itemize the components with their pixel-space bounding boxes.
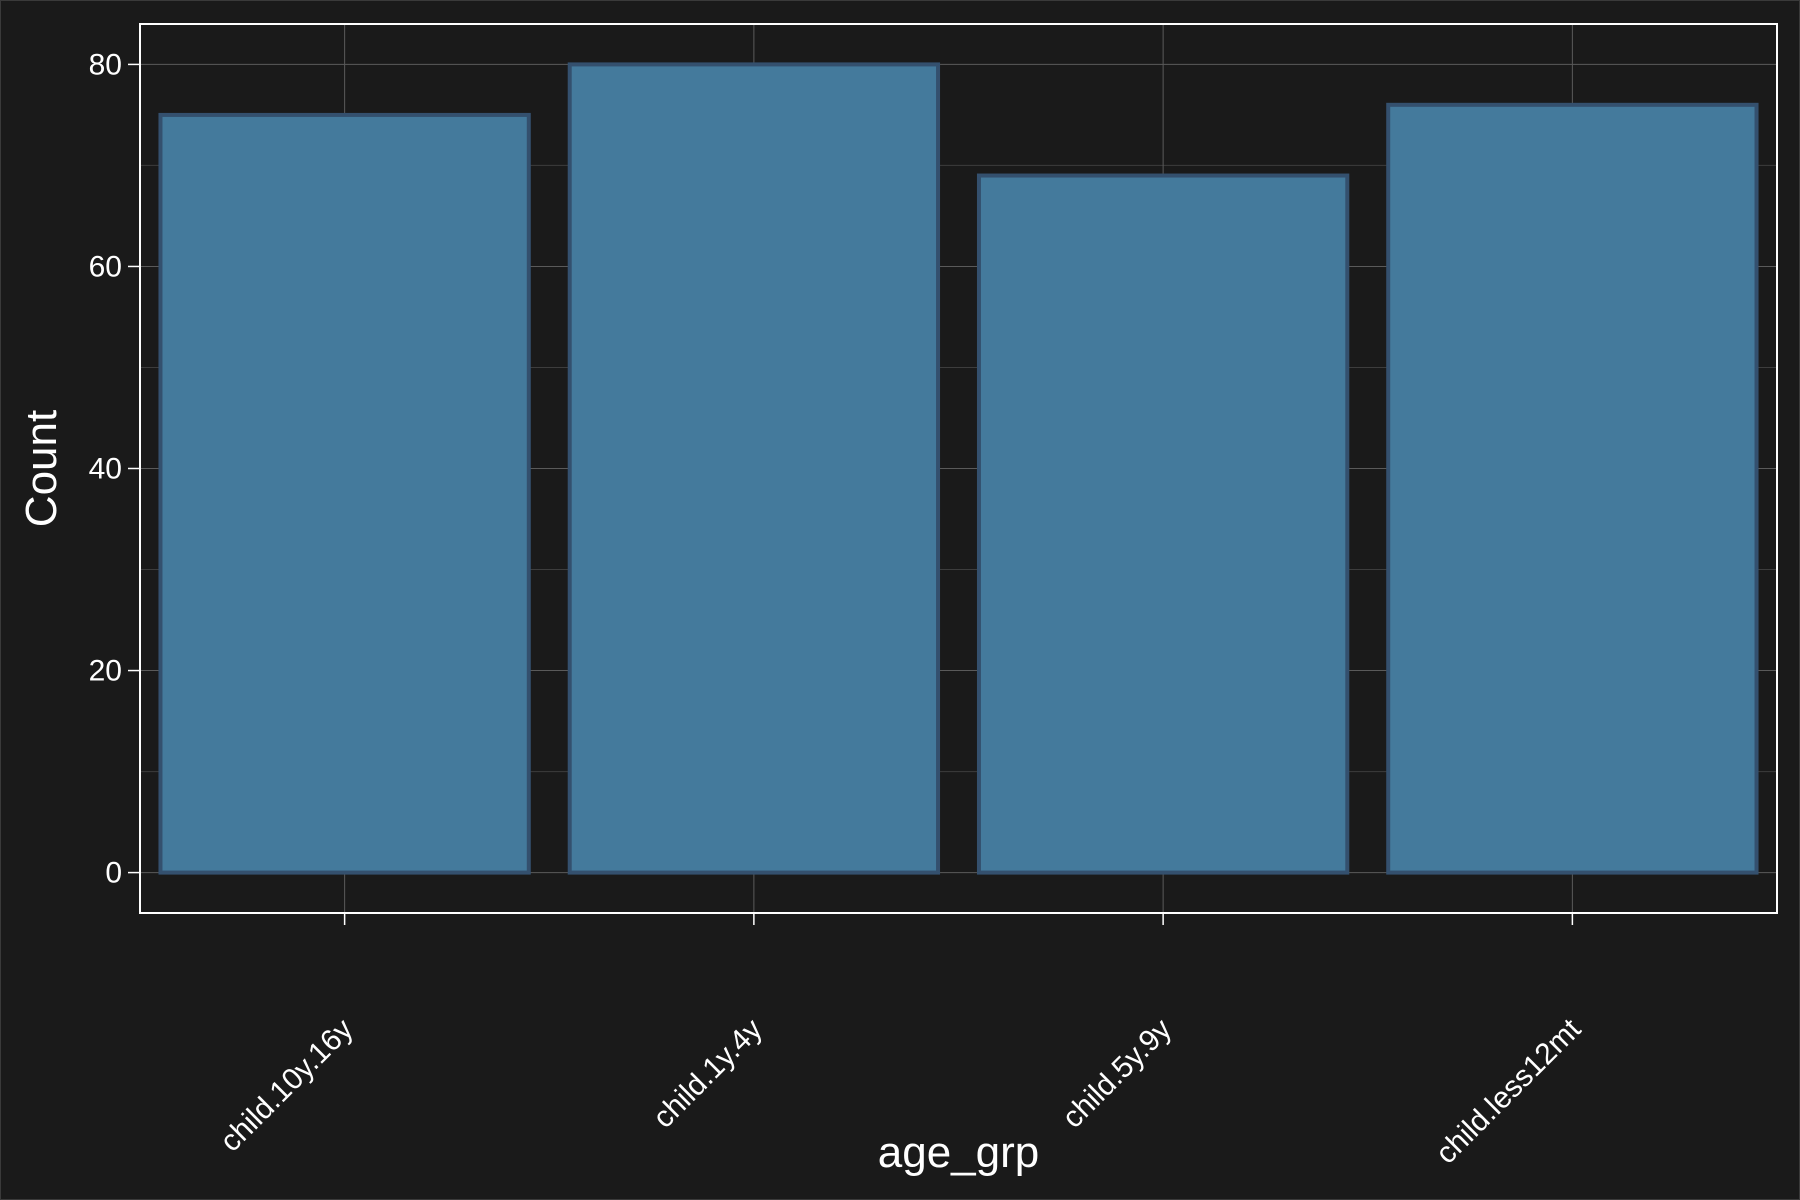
x-tick-label: child.10y.16y [214,1013,360,1159]
bar-child-5y-9y [976,173,1350,875]
bar-child-10y-16y [158,112,531,875]
y-axis-title: Count [17,410,66,527]
x-tick-label: child.less12mt [1430,1012,1588,1170]
x-tick-label: child.5y.9y [1056,1013,1178,1135]
y-tick-label: 20 [89,655,122,688]
y-tick-label: 60 [89,250,122,283]
y-tick-label: 0 [105,857,122,890]
bar-child-1y-4y [567,62,941,875]
x-axis-title: age_grp [878,1128,1039,1177]
bar-layer [158,62,1759,875]
bar-child-less12mt [1386,102,1759,875]
y-tick-label: 40 [89,453,122,486]
y-tick-label: 80 [89,48,122,81]
x-tick-label: child.1y.4y [647,1013,769,1135]
